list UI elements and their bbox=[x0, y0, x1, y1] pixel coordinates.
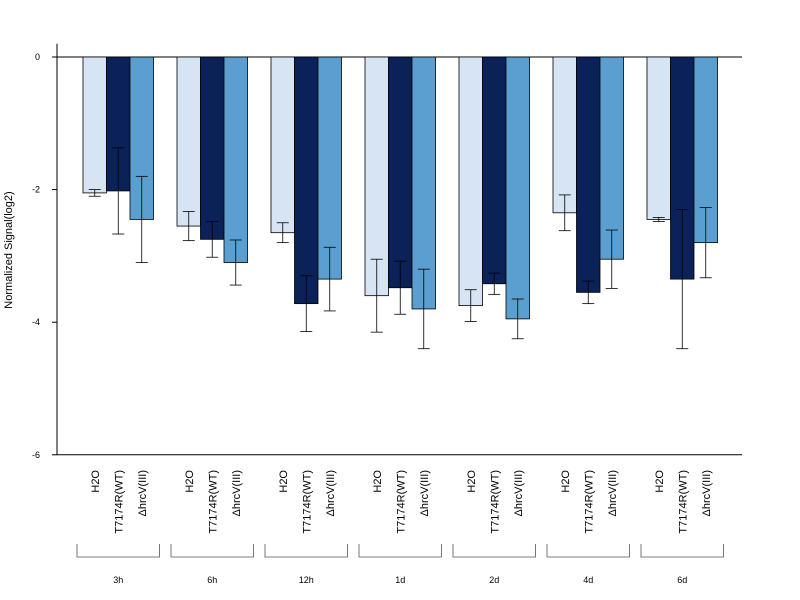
bar-label: H2O bbox=[372, 470, 384, 493]
bar-label: H2O bbox=[466, 470, 478, 493]
bar-h2o bbox=[176, 56, 201, 227]
group-label: 1d bbox=[395, 575, 405, 585]
y-tick-label: -4 bbox=[32, 317, 40, 327]
bar-label: ΔhrcV(III) bbox=[231, 470, 243, 516]
bar-label: T7174R(WT) bbox=[113, 470, 125, 534]
group-bracket bbox=[264, 544, 348, 558]
bar-label: H2O bbox=[278, 470, 290, 493]
group-brackets: 3h 6h 12h 1d 2d 4d 6d bbox=[76, 544, 724, 585]
bar-label: T7174R(WT) bbox=[489, 470, 501, 534]
group-bracket bbox=[640, 544, 724, 558]
group-label: 3h bbox=[113, 575, 123, 585]
bar-hrcv bbox=[223, 56, 248, 263]
y-tick-label: -2 bbox=[32, 185, 40, 195]
bar-label: T7174R(WT) bbox=[207, 470, 219, 534]
group-bracket bbox=[76, 544, 160, 558]
bar-hrcv bbox=[599, 56, 624, 260]
group-bracket bbox=[358, 544, 442, 558]
bar-label: H2O bbox=[654, 470, 666, 493]
bar-label: H2O bbox=[90, 470, 102, 493]
bar-wt bbox=[576, 56, 601, 293]
bars bbox=[82, 56, 718, 320]
bar-wt bbox=[200, 56, 225, 240]
group-label: 6h bbox=[207, 575, 217, 585]
bar-label: H2O bbox=[560, 470, 572, 493]
error-bars bbox=[88, 147, 712, 350]
bar-h2o bbox=[552, 56, 577, 214]
bar-wt bbox=[388, 56, 413, 289]
group-bracket bbox=[546, 544, 630, 558]
bar-h2o bbox=[82, 56, 107, 194]
bar-label: ΔhrcV(III) bbox=[137, 470, 149, 516]
bar-label: T7174R(WT) bbox=[677, 470, 689, 534]
bar-h2o bbox=[646, 56, 671, 220]
bar-label: T7174R(WT) bbox=[583, 470, 595, 534]
bar-wt bbox=[482, 56, 507, 285]
y-tick-label: -6 bbox=[32, 450, 40, 460]
x-tick-labels: H2O T7174R(WT) ΔhrcV(III) H2O T7174R(WT) Δhrc… bbox=[90, 470, 713, 534]
bar-label: T7174R(WT) bbox=[395, 470, 407, 534]
bar-h2o bbox=[270, 56, 295, 234]
bar-label: ΔhrcV(III) bbox=[325, 470, 337, 516]
group-label: 2d bbox=[489, 575, 499, 585]
y-tick-label: 0 bbox=[35, 52, 40, 62]
bar-wt bbox=[294, 56, 319, 305]
bar-hrcv bbox=[505, 56, 530, 320]
group-label: 6d bbox=[677, 575, 687, 585]
group-bracket bbox=[452, 544, 536, 558]
group-label: 12h bbox=[299, 575, 314, 585]
bar-label: ΔhrcV(III) bbox=[701, 470, 713, 516]
bar-label: ΔhrcV(III) bbox=[419, 470, 431, 516]
group-label: 4d bbox=[583, 575, 593, 585]
bar-label: T7174R(WT) bbox=[301, 470, 313, 534]
bar-h2o bbox=[458, 56, 483, 307]
bar-label: H2O bbox=[184, 470, 196, 493]
bar-hrcv bbox=[317, 56, 342, 280]
y-axis-label: Normalized Signal(log2) bbox=[3, 191, 15, 308]
group-bracket bbox=[170, 544, 254, 558]
bar-label: ΔhrcV(III) bbox=[607, 470, 619, 516]
bar-label: ΔhrcV(III) bbox=[513, 470, 525, 516]
